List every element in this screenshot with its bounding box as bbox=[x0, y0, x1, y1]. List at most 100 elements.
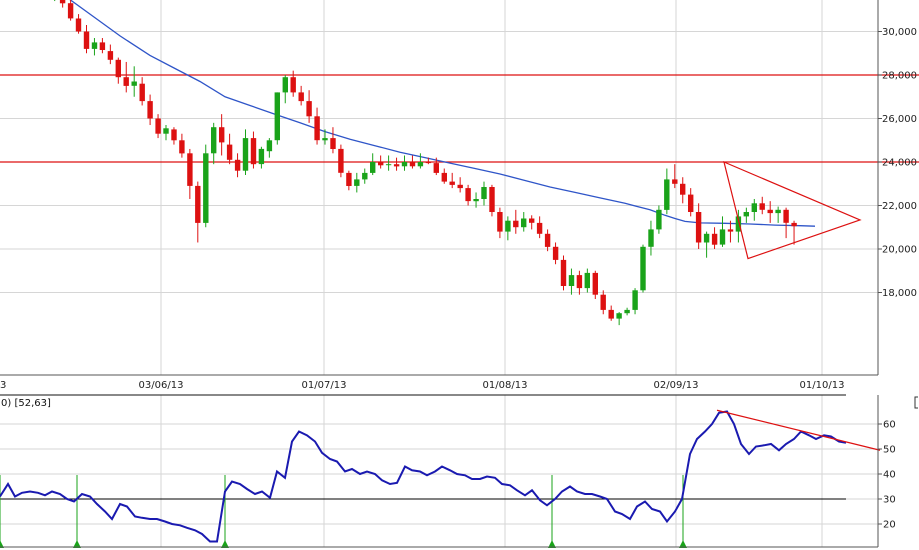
candle-body bbox=[544, 233, 551, 247]
candle-body bbox=[743, 212, 749, 217]
candle-body bbox=[187, 153, 193, 186]
candle-body bbox=[560, 259, 567, 286]
candle-body bbox=[664, 179, 670, 210]
candle-body bbox=[258, 148, 265, 165]
oscillator-tick-label: 30 bbox=[883, 495, 896, 506]
price-tick-label: 24,000 bbox=[882, 158, 917, 169]
signal-markers bbox=[0, 475, 687, 548]
candle-body bbox=[385, 164, 392, 166]
candle-body bbox=[314, 116, 320, 141]
oscillator-tick-label: 60 bbox=[883, 420, 896, 431]
candle-body bbox=[568, 275, 575, 286]
candle-body bbox=[282, 77, 288, 93]
price-tick-label: 18,000 bbox=[882, 288, 917, 299]
candle-body bbox=[425, 162, 432, 164]
candle-body bbox=[489, 187, 495, 212]
candle-body bbox=[473, 199, 479, 202]
candle-body bbox=[648, 229, 654, 247]
signal-arrow bbox=[221, 540, 229, 548]
candle-body bbox=[688, 194, 694, 212]
candle-body bbox=[457, 184, 463, 189]
candle-body bbox=[711, 233, 718, 245]
candle-body bbox=[672, 179, 678, 184]
price-tick-label: 26,000 bbox=[882, 114, 917, 125]
oscillator-tick-label: 40 bbox=[883, 470, 896, 481]
candle-body bbox=[378, 162, 384, 166]
price-axis-labels: 32,00030,00028,00026,00024,00022,00020,0… bbox=[878, 27, 917, 299]
price-tick-label: 20,000 bbox=[882, 245, 917, 256]
candle-body bbox=[203, 153, 209, 223]
candle-body bbox=[179, 140, 185, 154]
date-tick-label: 01/08/13 bbox=[483, 380, 528, 391]
candle-body bbox=[354, 179, 360, 186]
candle-body bbox=[290, 77, 296, 93]
candle-body bbox=[274, 92, 280, 141]
candle-body bbox=[330, 138, 336, 149]
candle-body bbox=[608, 309, 614, 319]
candle-body bbox=[576, 275, 583, 289]
candle-body bbox=[370, 162, 376, 173]
oscillator-tick-label: 50 bbox=[883, 445, 896, 456]
candle-body bbox=[552, 246, 559, 260]
candle-body bbox=[195, 185, 201, 223]
date-tick-label: 02/09/13 bbox=[654, 380, 699, 391]
candle-body bbox=[91, 42, 98, 49]
triangle-outline bbox=[723, 160, 862, 260]
oscillator-axis-labels: 60 50 40 30 20 bbox=[878, 420, 896, 531]
date-tick-label: 3 bbox=[0, 380, 6, 391]
price-tick-label: 28,000 bbox=[882, 71, 917, 82]
candle-body bbox=[306, 101, 312, 117]
candle-body bbox=[441, 172, 447, 182]
candle-body bbox=[791, 222, 797, 227]
candle-body bbox=[401, 162, 408, 167]
signal-arrow bbox=[73, 540, 81, 548]
candle-body bbox=[417, 162, 424, 167]
candle-body bbox=[83, 31, 90, 49]
candle-body bbox=[719, 229, 726, 245]
candle-body bbox=[59, 0, 66, 4]
candle-body bbox=[584, 272, 590, 289]
price-tick-label: 30,000 bbox=[882, 27, 917, 38]
oscillator-line bbox=[0, 410, 847, 543]
candle-body bbox=[481, 187, 487, 199]
signal-arrow bbox=[679, 540, 687, 548]
candle-body bbox=[75, 18, 82, 32]
candle-body bbox=[529, 218, 535, 223]
oscillator-trend-line bbox=[716, 409, 881, 451]
candle-body bbox=[680, 183, 686, 195]
candle-body bbox=[409, 162, 416, 167]
candle-body bbox=[234, 159, 241, 171]
panel-bracket bbox=[914, 396, 918, 409]
oscillator-series bbox=[0, 410, 847, 543]
date-tick-label: 01/10/13 bbox=[800, 380, 845, 391]
candle-body bbox=[759, 203, 765, 210]
candle-body bbox=[211, 127, 217, 154]
price-grid bbox=[0, 0, 878, 375]
date-axis-labels: 3 03/06/13 01/07/13 01/08/13 02/09/13 01/10/1… bbox=[0, 380, 844, 391]
candle-body bbox=[656, 209, 662, 230]
oscillator-header-text: 0) [52,63] bbox=[1, 398, 51, 409]
date-tick-label: 03/06/13 bbox=[139, 380, 184, 391]
candle-body bbox=[600, 294, 606, 310]
candle-body bbox=[67, 3, 74, 19]
candle-body bbox=[751, 203, 757, 212]
candle-body bbox=[338, 148, 344, 173]
candle-body bbox=[727, 229, 734, 232]
candle-body bbox=[536, 222, 543, 234]
oscillator-frame bbox=[0, 394, 918, 548]
candle-body bbox=[393, 164, 400, 167]
candle-body bbox=[346, 172, 352, 186]
candle-body bbox=[703, 233, 710, 243]
moving-average bbox=[69, 0, 816, 227]
moving-average-line bbox=[69, 0, 816, 227]
candle-body bbox=[115, 59, 121, 78]
candle-body bbox=[433, 163, 439, 173]
candle-body bbox=[362, 172, 368, 180]
candle-body bbox=[592, 272, 598, 295]
candle-body bbox=[695, 212, 702, 243]
candle-body bbox=[497, 212, 503, 232]
signal-arrow bbox=[548, 540, 556, 548]
candle-body bbox=[171, 129, 177, 141]
candle-body bbox=[322, 138, 328, 141]
